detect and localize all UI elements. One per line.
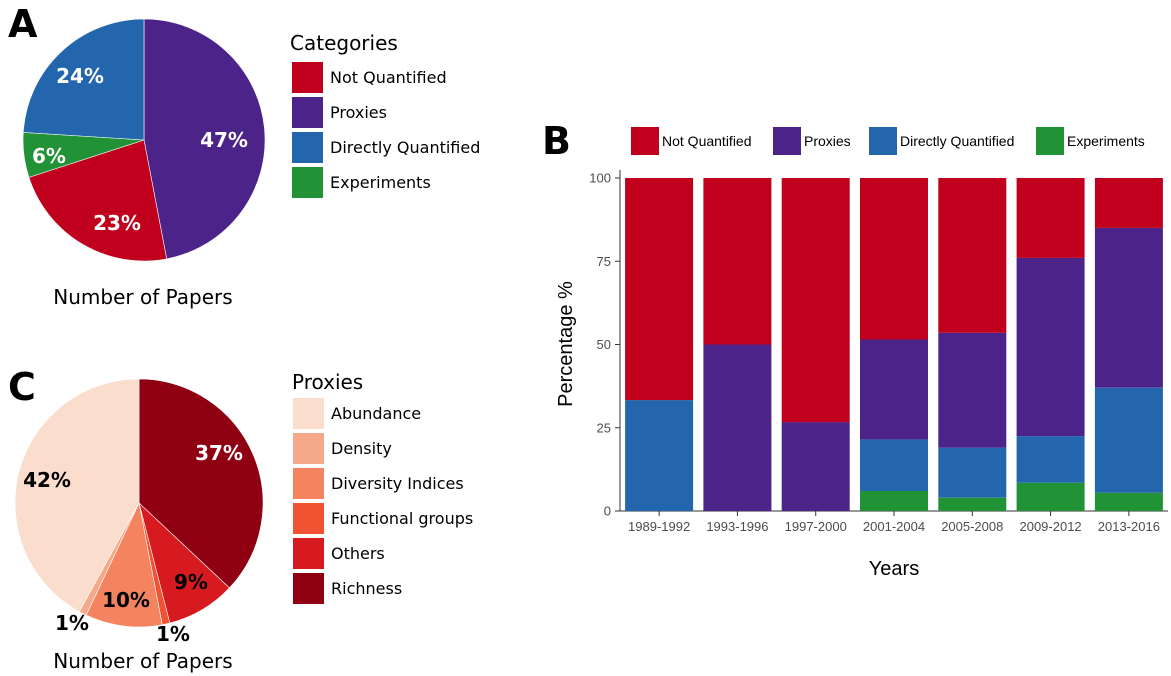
pie-label-directly-quantified: 24%: [56, 64, 104, 88]
legend-swatch-others: [293, 538, 324, 569]
y-tick-label: 25: [597, 420, 611, 435]
legend-swatch-richness: [293, 573, 324, 604]
y-axis-title: Percentage %: [555, 281, 577, 407]
legend-label-richness: Richness: [331, 579, 402, 598]
panel-c-letter: C: [8, 365, 36, 409]
legend-swatch-directly-quantified: [292, 132, 323, 163]
bar-segment-not-quantified-1993-1996: [703, 178, 772, 345]
legend-a: Not Quantified Proxies Directly Quantified…: [292, 62, 480, 198]
panel-a: A 47% 23% 6% 24% Categories Not Quantified P…: [8, 2, 480, 309]
x-axis-title: Years: [869, 558, 919, 580]
panel-c: C 37%9%1%10%1%42% Proxies AbundanceDensi…: [8, 365, 473, 673]
pie-slice-richness: [138, 378, 264, 589]
legend-label-not-quantified: Not Quantified: [330, 68, 447, 87]
y-tick-label: 75: [597, 254, 611, 269]
pie-slice-diversity-indices: [85, 502, 163, 628]
bar-segment-proxies-2013-2016: [1094, 227, 1163, 388]
bar-segment-proxies-1993-1996: [703, 344, 772, 511]
pie-chart-categories: 47% 23% 6% 24%: [22, 18, 266, 262]
pie-label-proxies: 47%: [200, 128, 248, 152]
panel-b: B Not Quantified Proxies Directly Quantifi…: [542, 119, 1168, 580]
legend-b-swatch-not-quantified: [631, 127, 659, 155]
bar-segment-proxies-2005-2008: [938, 332, 1007, 448]
pie-label-not-quantified: 23%: [93, 211, 141, 235]
legend-b-swatch-proxies: [773, 127, 801, 155]
pie-label-experiments: 6%: [32, 144, 66, 168]
pie-slice-directly-quantified: [22, 18, 145, 141]
x-tick-label-2001-2004: 2001-2004: [863, 519, 925, 534]
bar-segment-proxies-2009-2012: [1016, 257, 1085, 437]
x-tick-label-1993-1996: 1993-1996: [706, 519, 768, 534]
bar-segment-not-quantified-2009-2012: [1016, 178, 1085, 258]
pie-slice-not-quantified: [28, 139, 168, 262]
stacked-bar-chart: 0 25 50 75 100 1989-1992 1993-1996 1997-2000 200…: [589, 170, 1168, 534]
pie-chart-proxies: 37%9%1%10%1%42%: [14, 378, 264, 646]
legend-label-functional-groups: Functional groups: [331, 509, 473, 528]
panel-a-letter: A: [8, 2, 38, 46]
x-tick-label-2013-2016: 2013-2016: [1098, 519, 1160, 534]
legend-b: Not Quantified Proxies Directly Quantified…: [631, 127, 1145, 155]
pie-label-others: 9%: [174, 570, 208, 594]
bar-segment-experiments-2005-2008: [938, 497, 1007, 511]
legend-b-label-not-quantified: Not Quantified: [662, 133, 752, 149]
legend-c: Abundance Density Diversity Indices Functio…: [293, 398, 473, 604]
legend-swatch-proxies: [292, 97, 323, 128]
bar-segment-directly-quantified-2001-2004: [860, 439, 928, 491]
legend-b-label-proxies: Proxies: [804, 133, 851, 149]
x-tick-label-2009-2012: 2009-2012: [1019, 519, 1081, 534]
legend-label-directly-quantified: Directly Quantified: [330, 138, 480, 157]
pie-label-density: 1%: [55, 611, 89, 635]
legend-label-diversity-indices: Diversity Indices: [331, 474, 464, 493]
bar-segment-experiments-2013-2016: [1094, 492, 1163, 511]
pie-label-abundance: 42%: [23, 468, 71, 492]
legend-c-title: Proxies: [292, 370, 363, 394]
legend-swatch-diversity-indices: [293, 468, 324, 499]
bar-segment-proxies-1997-2000: [781, 422, 850, 511]
x-tick-label-2005-2008: 2005-2008: [941, 519, 1003, 534]
legend-label-density: Density: [331, 439, 392, 458]
bar-segment-directly-quantified-2009-2012: [1016, 436, 1085, 483]
legend-swatch-not-quantified: [292, 62, 323, 93]
legend-label-abundance: Abundance: [331, 404, 421, 423]
x-tick-label-1997-2000: 1997-2000: [785, 519, 847, 534]
pie-label-functional-groups: 1%: [156, 622, 190, 646]
x-tick-label-1989-1992: 1989-1992: [628, 519, 690, 534]
legend-swatch-functional-groups: [293, 503, 324, 534]
legend-b-swatch-directly-quantified: [869, 127, 897, 155]
legend-a-title: Categories: [290, 31, 398, 55]
legend-b-label-directly-quantified: Directly Quantified: [900, 133, 1014, 149]
panel-b-letter: B: [542, 119, 571, 163]
pie-c-caption: Number of Papers: [53, 649, 232, 673]
legend-swatch-abundance: [293, 398, 324, 429]
legend-swatch-density: [293, 433, 324, 464]
legend-swatch-experiments: [292, 167, 323, 198]
bar-segment-experiments-2009-2012: [1016, 482, 1085, 511]
legend-label-experiments: Experiments: [330, 173, 431, 192]
bar-segment-experiments-2001-2004: [860, 491, 928, 511]
bar-segment-not-quantified-2013-2016: [1094, 178, 1163, 228]
pie-a-caption: Number of Papers: [53, 285, 232, 309]
bar-segment-directly-quantified-1989-1992: [625, 400, 694, 511]
bar-segment-not-quantified-2001-2004: [860, 178, 928, 340]
legend-b-label-experiments: Experiments: [1067, 133, 1145, 149]
bar-segment-directly-quantified-2005-2008: [938, 447, 1007, 498]
bar-segment-not-quantified-1997-2000: [781, 178, 850, 423]
pie-label-diversity-indices: 10%: [102, 588, 150, 612]
bar-segment-proxies-2001-2004: [860, 339, 928, 440]
bar-segment-not-quantified-2005-2008: [938, 178, 1007, 333]
y-tick-label: 50: [597, 337, 611, 352]
y-tick-label: 100: [589, 171, 611, 186]
legend-label-others: Others: [331, 544, 385, 563]
bar-segment-not-quantified-1989-1992: [625, 178, 694, 401]
y-tick-label: 0: [604, 504, 611, 519]
legend-b-swatch-experiments: [1036, 127, 1064, 155]
bar-segment-directly-quantified-2013-2016: [1094, 387, 1163, 493]
legend-label-proxies: Proxies: [330, 103, 387, 122]
pie-slice-proxies: [143, 18, 266, 260]
pie-slice-abundance: [14, 378, 140, 613]
pie-label-richness: 37%: [195, 441, 243, 465]
